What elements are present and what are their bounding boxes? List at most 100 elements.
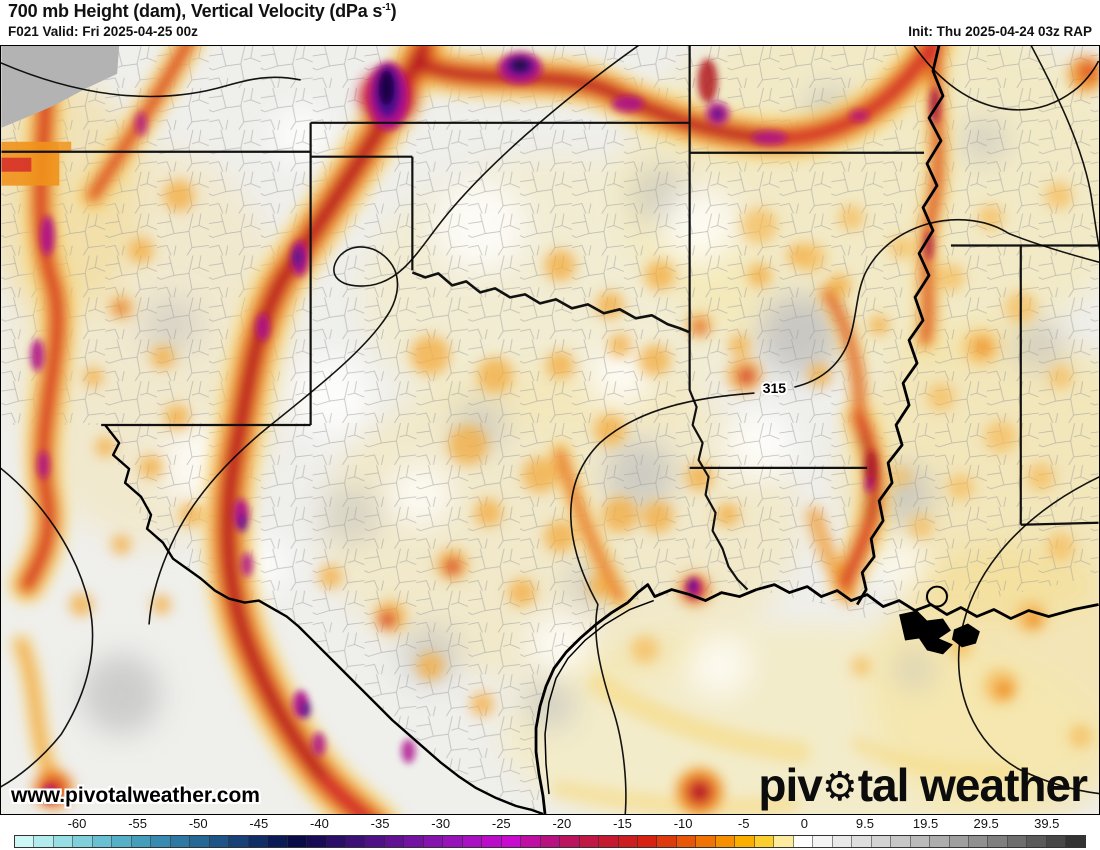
colorbar-cell (540, 836, 561, 847)
colorbar-tick: 19.5 (912, 816, 939, 831)
colorbar-cell (1066, 836, 1085, 847)
colorbar-tick: 29.5 (973, 816, 999, 831)
map-canvas: 315 www.pivotalweather.com piv⚙tal weath… (0, 45, 1100, 815)
colorbar-cell (1027, 836, 1047, 847)
title-text: 700 mb Height (dam), Vertical Velocity (… (8, 1, 383, 21)
logo-text-left: piv (758, 759, 822, 811)
colorbar-cell (501, 836, 522, 847)
velocity-band-layer (7, 46, 1099, 814)
model-init-label: Init: Thu 2025-04-24 03z RAP (908, 24, 1092, 39)
colorbar-cell (521, 836, 541, 847)
colorbar-tick: 39.5 (1034, 816, 1060, 831)
colorbar-scale (14, 835, 1086, 848)
rivers-coastline (104, 46, 1099, 814)
colorbar-cell (813, 836, 833, 847)
colorbar-tick: -10 (673, 816, 693, 831)
colorbar-cell (462, 836, 483, 847)
delta-marsh (899, 610, 953, 655)
colorbar-cell (404, 836, 424, 847)
colorbar-cell (715, 836, 736, 847)
colorbar-cell (384, 836, 405, 847)
height-contour-label: 315 (763, 380, 787, 396)
colorbar-cell (209, 836, 230, 847)
colorbar-cell (73, 836, 93, 847)
colorbar-cell (170, 836, 191, 847)
logo-text-right: tal weather (857, 759, 1088, 811)
colorbar-cell (151, 836, 171, 847)
colorbar-cell (287, 836, 308, 847)
colorbar-cell (1046, 836, 1067, 847)
colorbar-cell (326, 836, 346, 847)
colorbar-cell (53, 836, 74, 847)
colorbar-tick: 9.5 (855, 816, 874, 831)
colorbar-cell (735, 836, 755, 847)
colorbar-tick: -45 (249, 816, 269, 831)
no-data-region (1, 46, 120, 186)
colorbar-tick: -20 (552, 816, 572, 831)
colorbar-cell (832, 836, 853, 847)
height-contours (1, 46, 1099, 814)
colorbar-tick: -60 (67, 816, 87, 831)
colorbar-cell (560, 836, 580, 847)
colorbar-tick: -30 (431, 816, 451, 831)
colorbar-tick: -15 (613, 816, 632, 831)
lake-pontchartrain (926, 585, 948, 608)
title-close: ) (390, 1, 397, 21)
state-borders (1, 46, 1099, 591)
colorbar-cell (112, 836, 132, 847)
colorbar-tick: 0 (800, 816, 808, 831)
watermark-url: www.pivotalweather.com (11, 784, 260, 807)
colorbar-tick: -25 (491, 816, 511, 831)
colorbar-cell (34, 836, 54, 847)
page-title: 700 mb Height (dam), Vertical Velocity (… (8, 1, 397, 22)
colorbar-cell (930, 836, 950, 847)
colorbar-cell (307, 836, 327, 847)
colorbar-cell (657, 836, 677, 847)
colorbar-cell (891, 836, 911, 847)
colorbar-tick: -40 (310, 816, 329, 831)
colorbar-cell (618, 836, 638, 847)
colorbar-cell (774, 836, 794, 847)
colorbar-cell (754, 836, 775, 847)
mississippi-river (856, 46, 945, 606)
colorbar-cell (92, 836, 113, 847)
colorbar-cell (793, 836, 814, 847)
colorbar-cell (696, 836, 716, 847)
colorbar-cell (638, 836, 658, 847)
header: 700 mb Height (dam), Vertical Velocity (… (0, 0, 1100, 45)
title-superscript: -1 (382, 2, 391, 13)
strong-ascent-cores (30, 51, 940, 804)
colorbar-tick: -55 (128, 816, 148, 831)
forecast-valid-label: F021 Valid: Fri 2025-04-25 00z (8, 24, 198, 39)
colorbar-cell (365, 836, 385, 847)
barrier-islands (544, 599, 654, 795)
gear-icon: ⚙ (821, 765, 858, 809)
texas-coastline (534, 583, 757, 814)
colorbar-cell (852, 836, 872, 847)
colorbar-tick: -50 (188, 816, 208, 831)
colorbar-cell (345, 836, 366, 847)
colorbar-cell (268, 836, 288, 847)
colorbar-cell (229, 836, 249, 847)
colorbar-cell (988, 836, 1008, 847)
colorbar-tick-labels: -60 -55 -50 -45 -40 -35 -30 -25 -20 -15 -10 -5 0 9.5 1… (0, 816, 1100, 832)
colorbar-cell (131, 836, 152, 847)
colorbar-cell (676, 836, 697, 847)
forecast-row: F021 Valid: Fri 2025-04-25 00z Init: Thu… (8, 24, 1092, 39)
colorbar-cell (968, 836, 989, 847)
colorbar-cell (599, 836, 619, 847)
colorbar-cell (871, 836, 892, 847)
colorbar-cell (579, 836, 600, 847)
colorbar-cell (443, 836, 463, 847)
rio-grande (104, 424, 544, 814)
colorbar-cell (910, 836, 931, 847)
colorbar-cell (1007, 836, 1028, 847)
colorbar-cell (482, 836, 502, 847)
red-river (411, 271, 691, 334)
colorbar-cell (15, 836, 35, 847)
colorbar-tick: -5 (737, 816, 750, 831)
pivotal-weather-logo: piv⚙tal weather (758, 758, 1088, 812)
colorbar-cell (190, 836, 210, 847)
colorbar-cell (949, 836, 969, 847)
